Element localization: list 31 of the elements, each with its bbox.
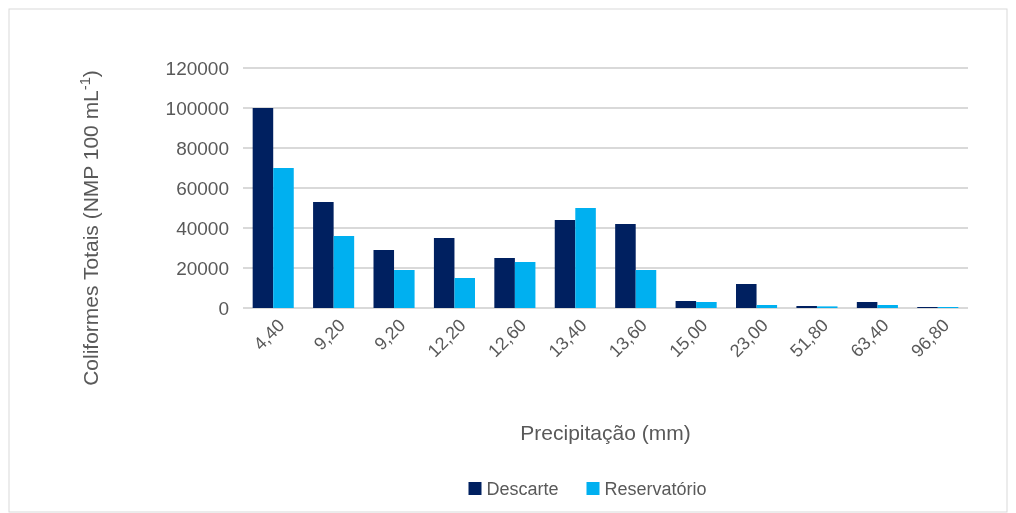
bar <box>756 305 778 308</box>
legend-label: Descarte <box>486 479 559 499</box>
bar <box>454 278 475 308</box>
bar <box>433 238 455 308</box>
y-tick-label: 120000 <box>165 57 229 79</box>
bar <box>675 301 697 308</box>
y-tick-label: 60000 <box>176 177 229 199</box>
bar <box>877 305 898 308</box>
legend-label: Reservatório <box>604 479 707 499</box>
bar <box>635 270 657 308</box>
bar <box>273 168 294 308</box>
bar <box>736 284 757 308</box>
bar <box>696 302 717 308</box>
y-tick-label: 40000 <box>176 217 229 239</box>
bar <box>575 208 596 308</box>
bar <box>615 224 636 308</box>
y-tick-label: 80000 <box>176 137 229 159</box>
bar <box>494 258 515 308</box>
bar <box>373 250 395 308</box>
bar <box>333 236 355 308</box>
bar <box>856 302 878 308</box>
bar <box>394 270 415 308</box>
x-tick-label: 4,40 <box>249 315 289 355</box>
y-tick-label: 0 <box>218 297 229 319</box>
x-axis-title: Precipitação (mm) <box>520 421 691 444</box>
y-tick-label: 100000 <box>165 97 229 119</box>
y-tick-label: 20000 <box>176 257 229 279</box>
bar <box>554 220 576 308</box>
bar <box>313 202 334 308</box>
bar <box>514 262 536 308</box>
bar <box>252 108 274 308</box>
